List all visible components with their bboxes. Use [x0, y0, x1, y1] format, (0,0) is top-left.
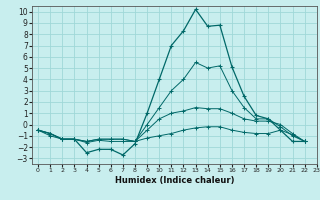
X-axis label: Humidex (Indice chaleur): Humidex (Indice chaleur)	[115, 176, 234, 185]
